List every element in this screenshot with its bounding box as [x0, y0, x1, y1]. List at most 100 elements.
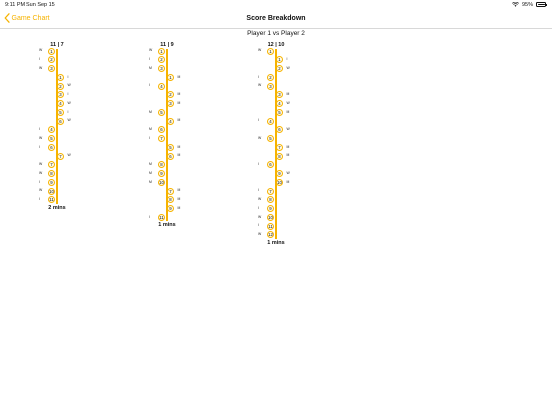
player-2-point: 2	[57, 82, 64, 90]
point-type-tag: M	[177, 205, 181, 210]
page-title: Score Breakdown	[246, 14, 306, 22]
point-type-tag: I	[258, 188, 259, 193]
player-2-point: 1	[167, 73, 174, 81]
point-type-tag: M	[177, 92, 181, 97]
point-type-tag: I	[67, 92, 69, 97]
point-type-tag: M	[177, 153, 181, 158]
point-type-tag: W	[39, 188, 43, 193]
player-1-point: 9	[267, 205, 274, 212]
player-1-point: 11	[48, 196, 55, 204]
game-duration: 1 mins	[267, 239, 285, 246]
player-1-point: 3	[158, 65, 165, 72]
player-1-point: 4	[158, 82, 165, 90]
player-2-point: 5	[57, 108, 64, 116]
battery-tip	[545, 4, 547, 6]
player-2-point: 3	[57, 91, 64, 99]
back-button-label: Game Chart	[11, 14, 50, 22]
player-1-point: 7	[48, 161, 55, 169]
point-type-tag: I	[39, 127, 40, 132]
player-1-point: 5	[48, 135, 55, 142]
back-button[interactable]: Game Chart	[4, 13, 50, 23]
point-type-tag: M	[149, 162, 152, 167]
point-type-tag: M	[286, 153, 290, 158]
point-type-tag: M	[149, 109, 152, 114]
point-type-tag: W	[67, 100, 71, 105]
point-type-tag: W	[67, 83, 71, 88]
player-2-point: 7	[57, 152, 64, 160]
player-1-point: 10	[267, 213, 274, 221]
point-type-tag: I	[286, 57, 288, 62]
player-1-point: 11	[158, 213, 165, 221]
point-type-tag: W	[39, 65, 43, 70]
point-type-tag: I	[258, 223, 259, 228]
point-type-tag: M	[177, 197, 181, 202]
point-type-tag: W	[39, 162, 43, 167]
point-type-tag: W	[39, 135, 43, 140]
point-type-tag: I	[149, 57, 150, 62]
point-type-tag: I	[258, 74, 259, 79]
point-type-tag: I	[39, 197, 40, 202]
point-type-tag: W	[258, 83, 262, 88]
player-2-point: 6	[276, 126, 283, 134]
player-1-point: 10	[48, 187, 55, 195]
point-type-tag: M	[149, 170, 152, 175]
point-type-tag: I	[258, 162, 259, 167]
player-2-point: 2	[167, 91, 174, 99]
point-type-tag: W	[286, 65, 290, 70]
player-1-point: 8	[267, 196, 274, 204]
player-1-point: 12	[267, 231, 274, 239]
point-type-tag: I	[39, 57, 40, 62]
player-1-point: 2	[267, 73, 274, 81]
game-timeline-spine	[275, 49, 277, 239]
game-score: 11 | 9	[160, 42, 174, 48]
point-type-tag: I	[39, 179, 40, 184]
point-type-tag: M	[286, 179, 290, 184]
player-2-point: 4	[57, 100, 64, 107]
point-type-tag: M	[149, 65, 152, 70]
point-type-tag: W	[258, 135, 262, 140]
player-1-point: 6	[48, 143, 55, 151]
player-2-point: 3	[276, 91, 283, 99]
player-2-point: 3	[167, 100, 174, 107]
player-1-point: 8	[48, 170, 55, 177]
player-2-point: 5	[167, 143, 174, 151]
point-type-tag: M	[177, 144, 181, 149]
player-2-point: 6	[57, 117, 64, 125]
point-type-tag: W	[286, 170, 290, 175]
player-1-point: 3	[48, 65, 55, 72]
player-2-point: 2	[276, 65, 283, 72]
player-2-point: 6	[167, 152, 174, 160]
player-1-point: 2	[48, 56, 55, 64]
point-type-tag: W	[149, 48, 153, 53]
point-type-tag: M	[149, 127, 152, 132]
point-type-tag: M	[286, 109, 290, 114]
player-1-point: 10	[158, 178, 165, 186]
chevron-left-icon	[4, 13, 10, 23]
player-2-point: 8	[276, 152, 283, 160]
point-type-tag: M	[177, 74, 181, 79]
navigation-bar: Game Chart Score Breakdown	[0, 10, 552, 29]
status-indicators: 95%	[512, 2, 547, 8]
player-2-point: 5	[276, 108, 283, 116]
status-time: 9:11 PM	[5, 2, 26, 8]
player-1-point: 3	[267, 82, 274, 90]
player-2-point: 4	[276, 100, 283, 107]
player-1-point: 6	[267, 161, 274, 169]
status-bar: 9:11 PM Sun Sep 15 95%	[0, 0, 552, 10]
player-1-point: 4	[48, 126, 55, 134]
player-1-point: 7	[158, 135, 165, 142]
point-type-tag: I	[39, 144, 40, 149]
player-1-point: 8	[158, 161, 165, 169]
battery-icon	[536, 2, 547, 7]
battery-fill	[537, 3, 546, 6]
player-2-point: 7	[276, 143, 283, 151]
point-type-tag: I	[149, 135, 150, 140]
player-1-point: 5	[267, 135, 274, 142]
point-type-tag: M	[177, 100, 181, 105]
point-type-tag: M	[177, 118, 181, 123]
point-type-tag: W	[258, 48, 262, 53]
player-2-point: 1	[57, 73, 64, 81]
player-1-point: 5	[158, 108, 165, 116]
point-type-tag: I	[258, 118, 259, 123]
